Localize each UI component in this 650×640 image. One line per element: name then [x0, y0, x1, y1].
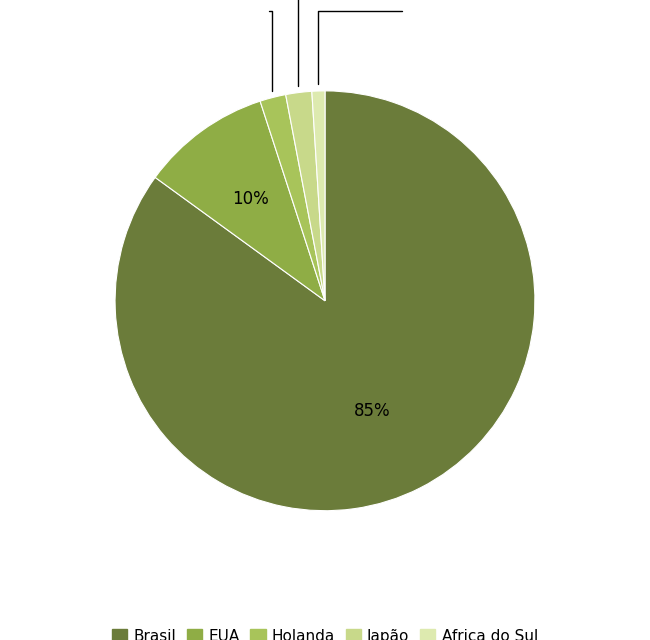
Wedge shape	[285, 92, 325, 301]
Text: 10%: 10%	[233, 190, 269, 208]
Text: 1%: 1%	[392, 0, 418, 3]
Text: 2%: 2%	[253, 0, 280, 3]
Legend: Brasil, EUA, Holanda, Japão, Africa do Sul: Brasil, EUA, Holanda, Japão, Africa do S…	[106, 623, 544, 640]
Wedge shape	[115, 91, 535, 511]
Wedge shape	[260, 95, 325, 301]
Text: 85%: 85%	[354, 402, 391, 420]
Wedge shape	[155, 101, 325, 301]
Wedge shape	[312, 91, 325, 301]
